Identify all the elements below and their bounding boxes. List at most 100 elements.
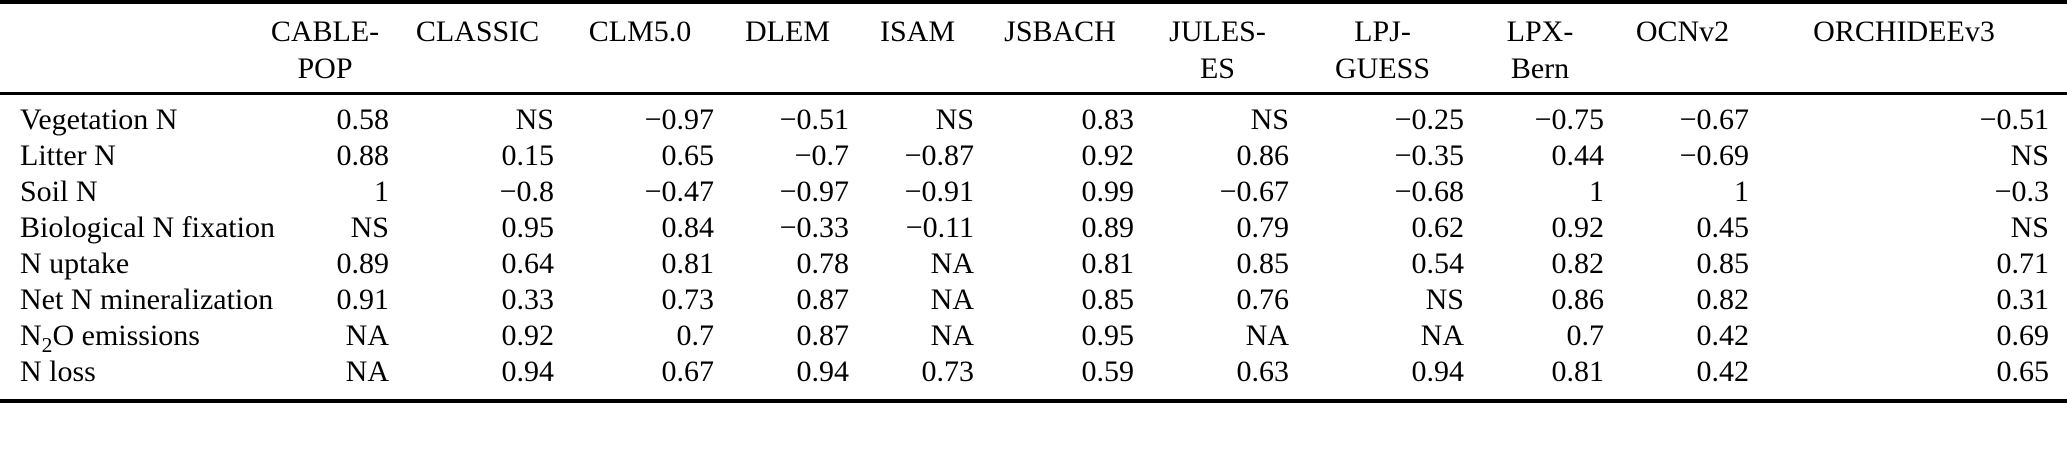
- value-cell: −0.8: [499, 175, 554, 208]
- column-header-line: POP: [297, 52, 353, 85]
- value-cell: 0.7: [1566, 319, 1605, 352]
- table-row: N uptake 0.89 0.64 0.81 0.78 NA 0.81 0.85 0.54 0.…: [0, 246, 2067, 282]
- value-cell: 0.81: [1081, 247, 1135, 280]
- value-cell: −0.3: [1994, 175, 2049, 208]
- row-label: Net N mineralization: [20, 283, 274, 316]
- value-cell: 0.92: [1551, 211, 1605, 244]
- value-cell: 0.44: [1551, 139, 1605, 172]
- corner-cell: [0, 2, 255, 94]
- column-header-line: CABLE-: [270, 15, 380, 48]
- column-header-line: LPX-: [1506, 15, 1574, 48]
- column-header: ORCHIDEEv3: [1755, 2, 2067, 94]
- row-label: Biological N fixation: [20, 211, 275, 244]
- column-header-line: LPJ-: [1354, 15, 1411, 48]
- value-cell: 0.42: [1696, 355, 1750, 388]
- table-row: Litter N 0.88 0.15 0.65 −0.7 −0.87 0.92 0.86 −0.…: [0, 138, 2067, 174]
- value-cell: NS: [2010, 139, 2049, 172]
- table-body: Vegetation N 0.58 NS −0.97 −0.51 NS 0.83 NS −0.2…: [0, 94, 2067, 402]
- column-header: LPX- Bern: [1470, 2, 1610, 94]
- value-cell: 0.73: [921, 355, 975, 388]
- value-cell: NS: [2010, 211, 2049, 244]
- value-cell: 0.65: [1996, 355, 2050, 388]
- value-cell: 0.85: [1081, 283, 1135, 316]
- column-header-line: JSBACH: [1004, 15, 1116, 48]
- value-cell: 0.45: [1696, 211, 1750, 244]
- value-cell: NA: [930, 247, 974, 280]
- value-cell: 0.42: [1696, 319, 1750, 352]
- value-cell: 1: [1589, 175, 1604, 208]
- value-cell: NA: [930, 319, 974, 352]
- value-cell: 0.31: [1996, 283, 2050, 316]
- row-label: N2O emissions: [20, 319, 200, 357]
- value-cell: 1: [374, 175, 389, 208]
- value-cell: 0.69: [1996, 319, 2050, 352]
- column-header-line: ORCHIDEEv3: [1813, 15, 1995, 48]
- value-cell: 0.85: [1236, 247, 1290, 280]
- value-cell: −0.87: [904, 139, 974, 172]
- value-cell: NA: [1245, 319, 1289, 352]
- value-cell: 0.81: [1551, 355, 1605, 388]
- value-cell: 0.63: [1236, 355, 1290, 388]
- value-cell: 0.79: [1236, 211, 1290, 244]
- value-cell: 0.87: [796, 283, 850, 316]
- value-cell: −0.25: [1394, 103, 1464, 136]
- column-header-line: ISAM: [879, 15, 955, 48]
- value-cell: −0.75: [1534, 103, 1604, 136]
- value-cell: 0.95: [501, 211, 555, 244]
- table-row: N loss NA 0.94 0.67 0.94 0.73 0.59 0.63 0.94 0.81…: [0, 354, 2067, 401]
- value-cell: 0.15: [501, 139, 555, 172]
- value-cell: 0.54: [1411, 247, 1465, 280]
- column-header-line: CLM5.0: [588, 15, 692, 48]
- value-cell: 0.84: [661, 211, 715, 244]
- value-cell: −0.47: [644, 175, 714, 208]
- subscript: 2: [41, 333, 53, 357]
- value-cell: −0.91: [904, 175, 974, 208]
- value-cell: 0.65: [661, 139, 715, 172]
- row-label: Soil N: [20, 175, 98, 208]
- value-cell: 0.58: [336, 103, 390, 136]
- value-cell: 0.89: [1081, 211, 1135, 244]
- value-cell: −0.97: [779, 175, 849, 208]
- value-cell: 0.76: [1236, 283, 1290, 316]
- value-cell: 0.86: [1551, 283, 1605, 316]
- column-header-line: CLASSIC: [415, 15, 540, 48]
- table-row: Net N mineralization 0.91 0.33 0.73 0.87 NA 0.…: [0, 282, 2067, 318]
- value-cell: 0.64: [501, 247, 555, 280]
- row-label: Litter N: [20, 139, 116, 172]
- table-header-row: CABLE- POP CLASSIC CLM5.0 DLEM ISAM JSBACH JULE…: [0, 2, 2067, 94]
- table-head: CABLE- POP CLASSIC CLM5.0 DLEM ISAM JSBACH JULE…: [0, 2, 2067, 94]
- value-cell: −0.97: [644, 103, 714, 136]
- row-label: N uptake: [20, 247, 130, 280]
- value-cell: 0.87: [796, 319, 850, 352]
- value-cell: NS: [1250, 103, 1289, 136]
- value-cell: 0.73: [661, 283, 715, 316]
- value-cell: −0.67: [1679, 103, 1749, 136]
- column-header: OCNv2: [1610, 2, 1755, 94]
- column-header: CABLE- POP: [255, 2, 395, 94]
- value-cell: NS: [1425, 283, 1464, 316]
- column-header-line: ES: [1199, 52, 1235, 85]
- column-header: LPJ- GUESS: [1295, 2, 1470, 94]
- value-cell: 0.82: [1696, 283, 1750, 316]
- value-cell: −0.69: [1679, 139, 1749, 172]
- column-header: CLASSIC: [395, 2, 560, 94]
- value-cell: NA: [930, 283, 974, 316]
- value-cell: −0.68: [1394, 175, 1464, 208]
- value-cell: −0.51: [1979, 103, 2049, 136]
- column-header-line: DLEM: [745, 15, 830, 48]
- value-cell: 0.33: [501, 283, 555, 316]
- column-header: JSBACH: [980, 2, 1140, 94]
- column-header: DLEM: [720, 2, 855, 94]
- value-cell: −0.11: [905, 211, 974, 244]
- value-cell: 0.67: [661, 355, 715, 388]
- value-cell: −0.67: [1219, 175, 1289, 208]
- value-cell: 0.85: [1696, 247, 1750, 280]
- value-cell: −0.51: [779, 103, 849, 136]
- value-cell: 0.89: [336, 247, 390, 280]
- value-cell: −0.7: [794, 139, 849, 172]
- value-cell: 0.91: [336, 283, 390, 316]
- value-cell: NS: [350, 211, 389, 244]
- value-cell: NA: [345, 355, 389, 388]
- column-header-line: JULES-: [1169, 15, 1266, 48]
